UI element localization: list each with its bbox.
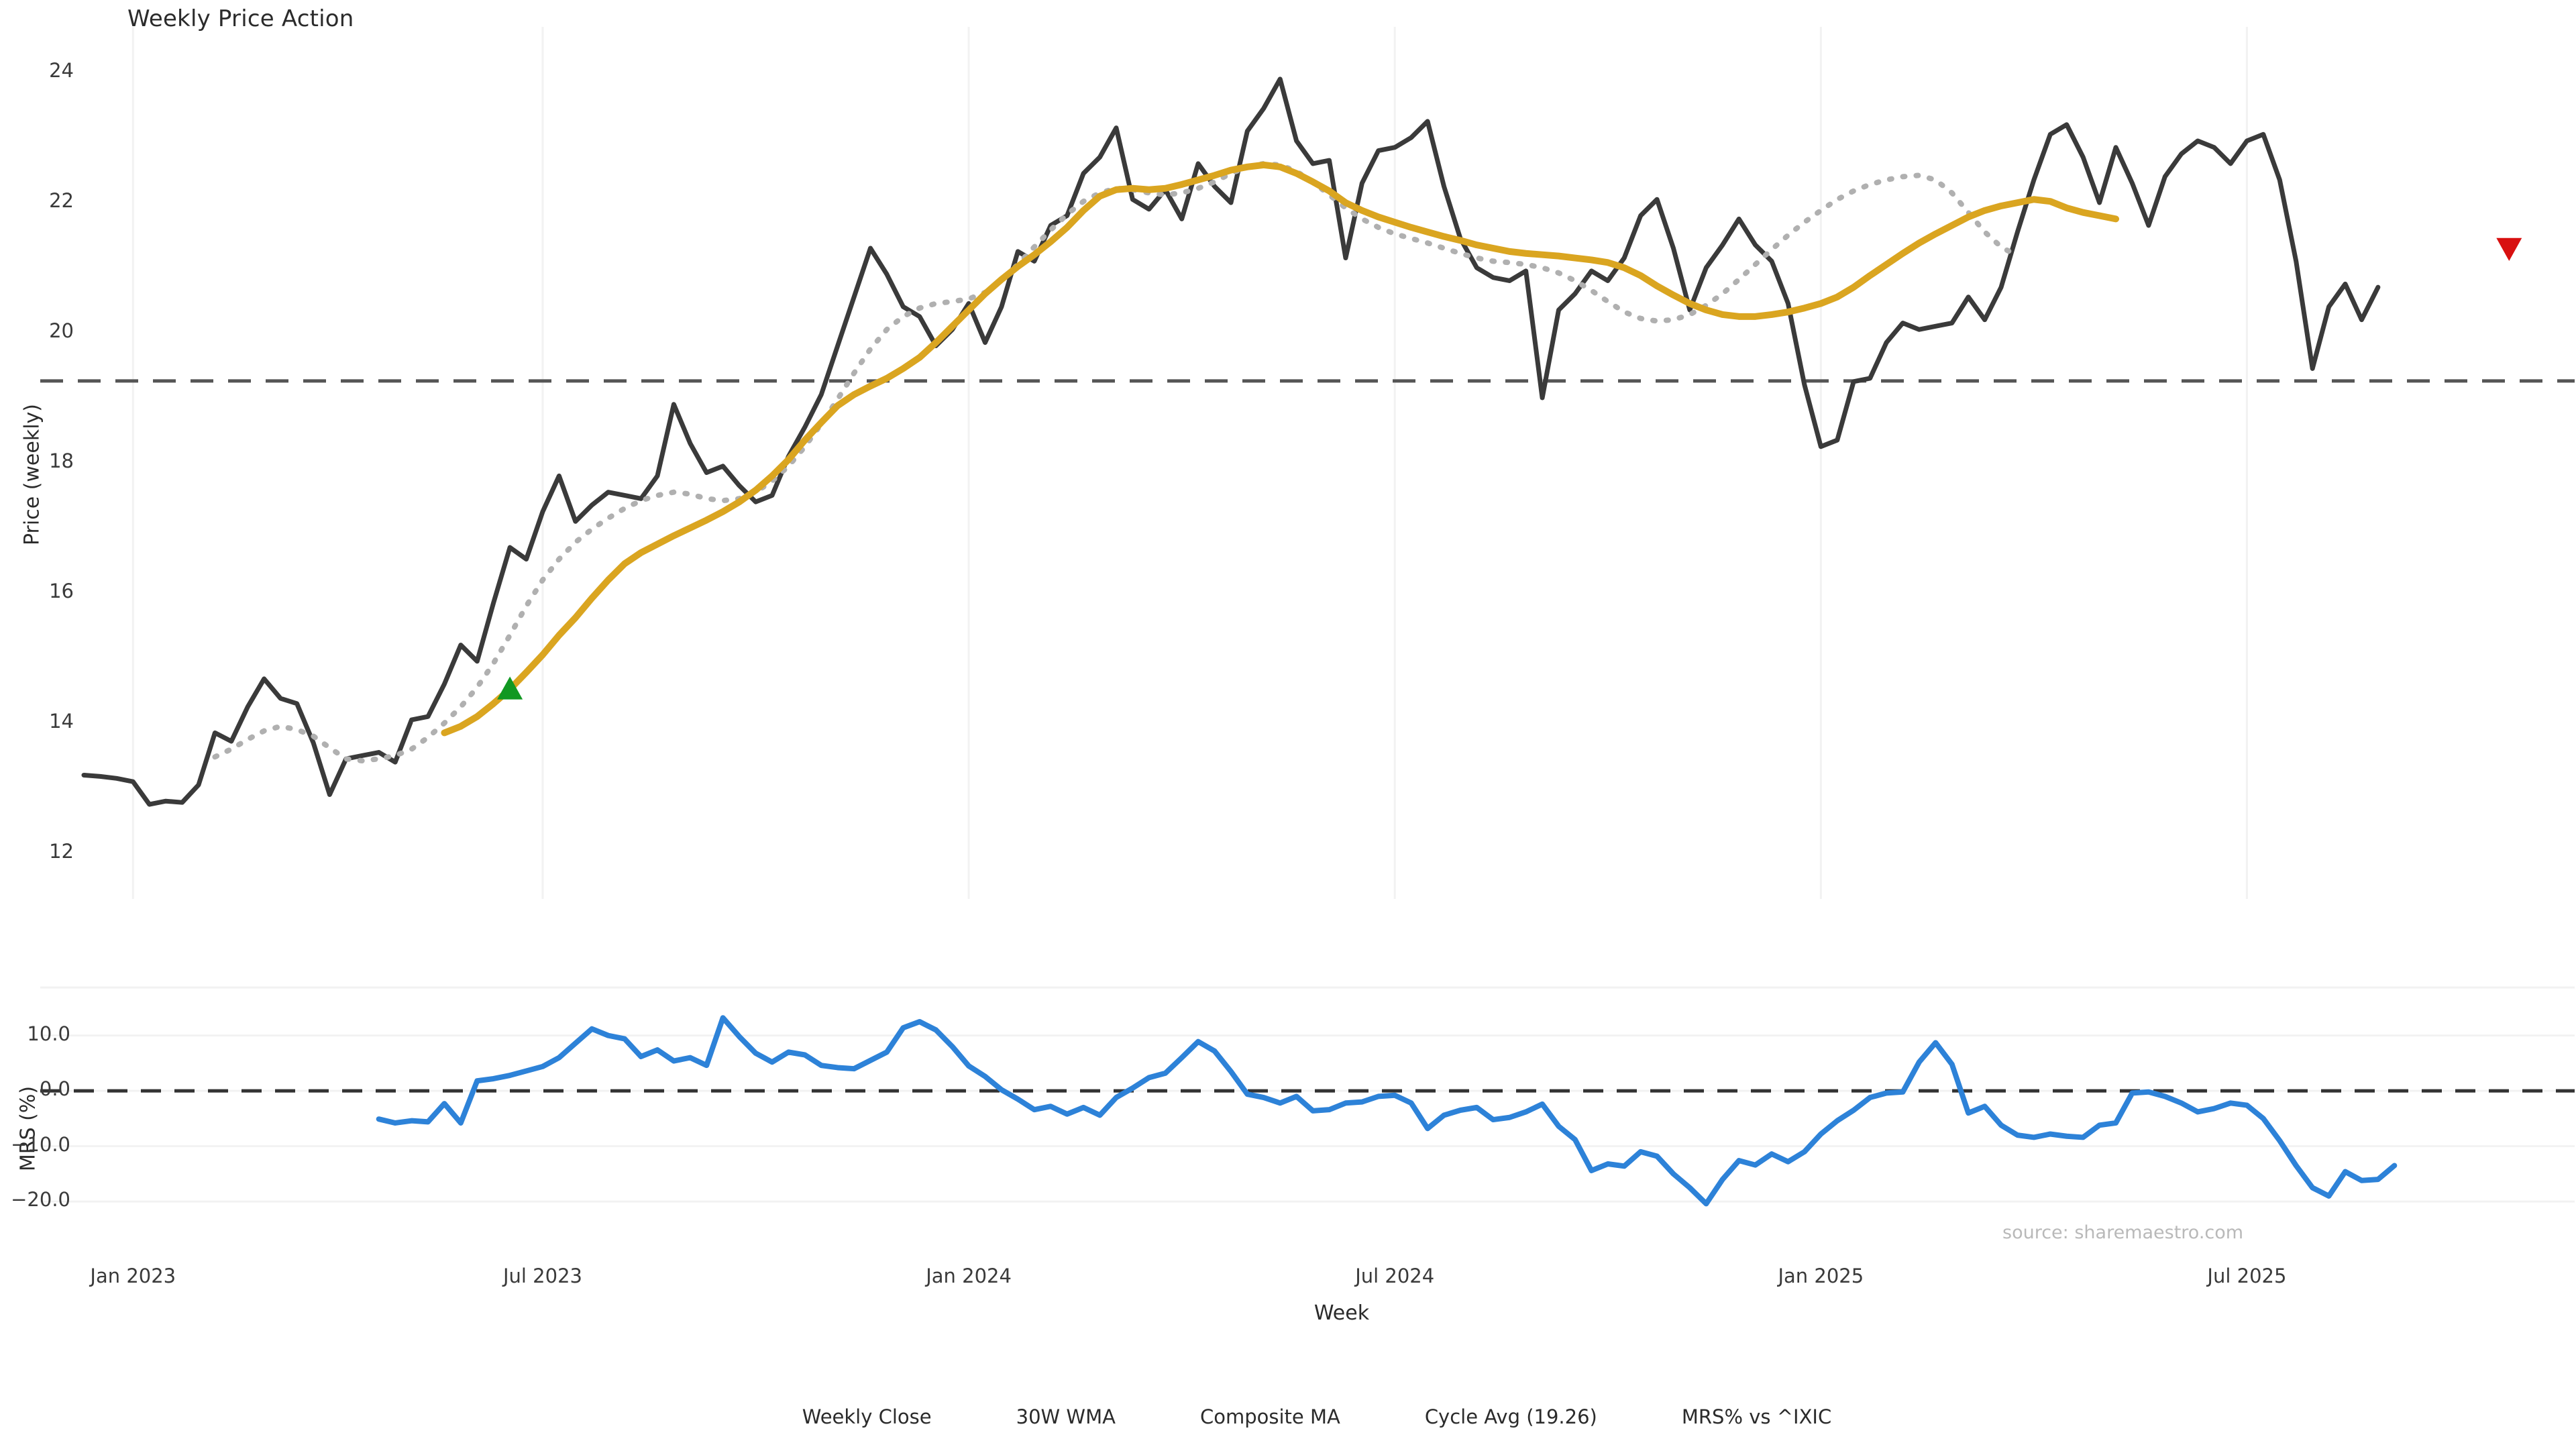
legend-item[interactable]: Cycle Avg (19.26) [1367, 1405, 1597, 1428]
legend-label: Weekly Close [802, 1405, 932, 1428]
x-tick-label: Jan 2024 [926, 1265, 1012, 1287]
x-tick-label: Jan 2023 [90, 1265, 176, 1287]
mrs-line [376, 1015, 2398, 1207]
legend-item[interactable]: MRS% vs ^IXIC [1624, 1405, 1831, 1428]
price-y-tick-label: 18 [49, 449, 74, 472]
weekly-close-line [81, 76, 2381, 807]
page-title: Weekly Price Action [127, 5, 354, 32]
source-watermark: source: sharemaestro.com [2002, 1222, 2244, 1243]
legend-label: MRS% vs ^IXIC [1681, 1405, 1832, 1428]
price-y-tick-label: 14 [49, 709, 74, 733]
legend-label: Composite MA [1199, 1405, 1340, 1428]
x-axis-label: Week [1313, 1301, 1370, 1325]
mrs-y-tick-label: 10.0 [27, 1022, 70, 1045]
x-tick-label: Jul 2024 [1355, 1265, 1435, 1287]
sell-marker [2496, 237, 2522, 261]
price-y-tick-label: 20 [49, 319, 74, 343]
price-chart-panel [40, 27, 2575, 899]
price-axis-label: Price (weekly) [20, 403, 44, 546]
price-y-tick-label: 22 [49, 189, 74, 213]
legend-label: 30W WMA [1016, 1405, 1116, 1428]
legend-label: Cycle Avg (19.26) [1424, 1405, 1597, 1428]
x-tick-label: Jul 2023 [502, 1265, 582, 1287]
legend-item[interactable]: 30W WMA [959, 1405, 1116, 1428]
price-y-tick-label: 16 [49, 579, 74, 602]
wma-line [441, 161, 2120, 737]
chart-legend: Weekly Close 30W WMA Composite MA Cycle Avg… [0, 1405, 2576, 1428]
mrs-y-tick-label: −10.0 [11, 1132, 70, 1156]
x-tick-label: Jan 2025 [1778, 1265, 1864, 1287]
legend-item[interactable]: Weekly Close [745, 1405, 932, 1428]
price-y-tick-label: 12 [49, 839, 74, 863]
buy-marker [497, 676, 523, 700]
composite-ma-line [212, 160, 2021, 764]
mrs-y-tick-label: −20.0 [11, 1188, 70, 1212]
price-y-tick-label: 24 [49, 59, 74, 83]
mrs-chart-panel [40, 986, 2575, 1207]
legend-item[interactable]: Composite MA [1142, 1405, 1340, 1428]
mrs-y-tick-label: 0.0 [39, 1077, 70, 1101]
x-tick-label: Jul 2025 [2207, 1265, 2287, 1287]
